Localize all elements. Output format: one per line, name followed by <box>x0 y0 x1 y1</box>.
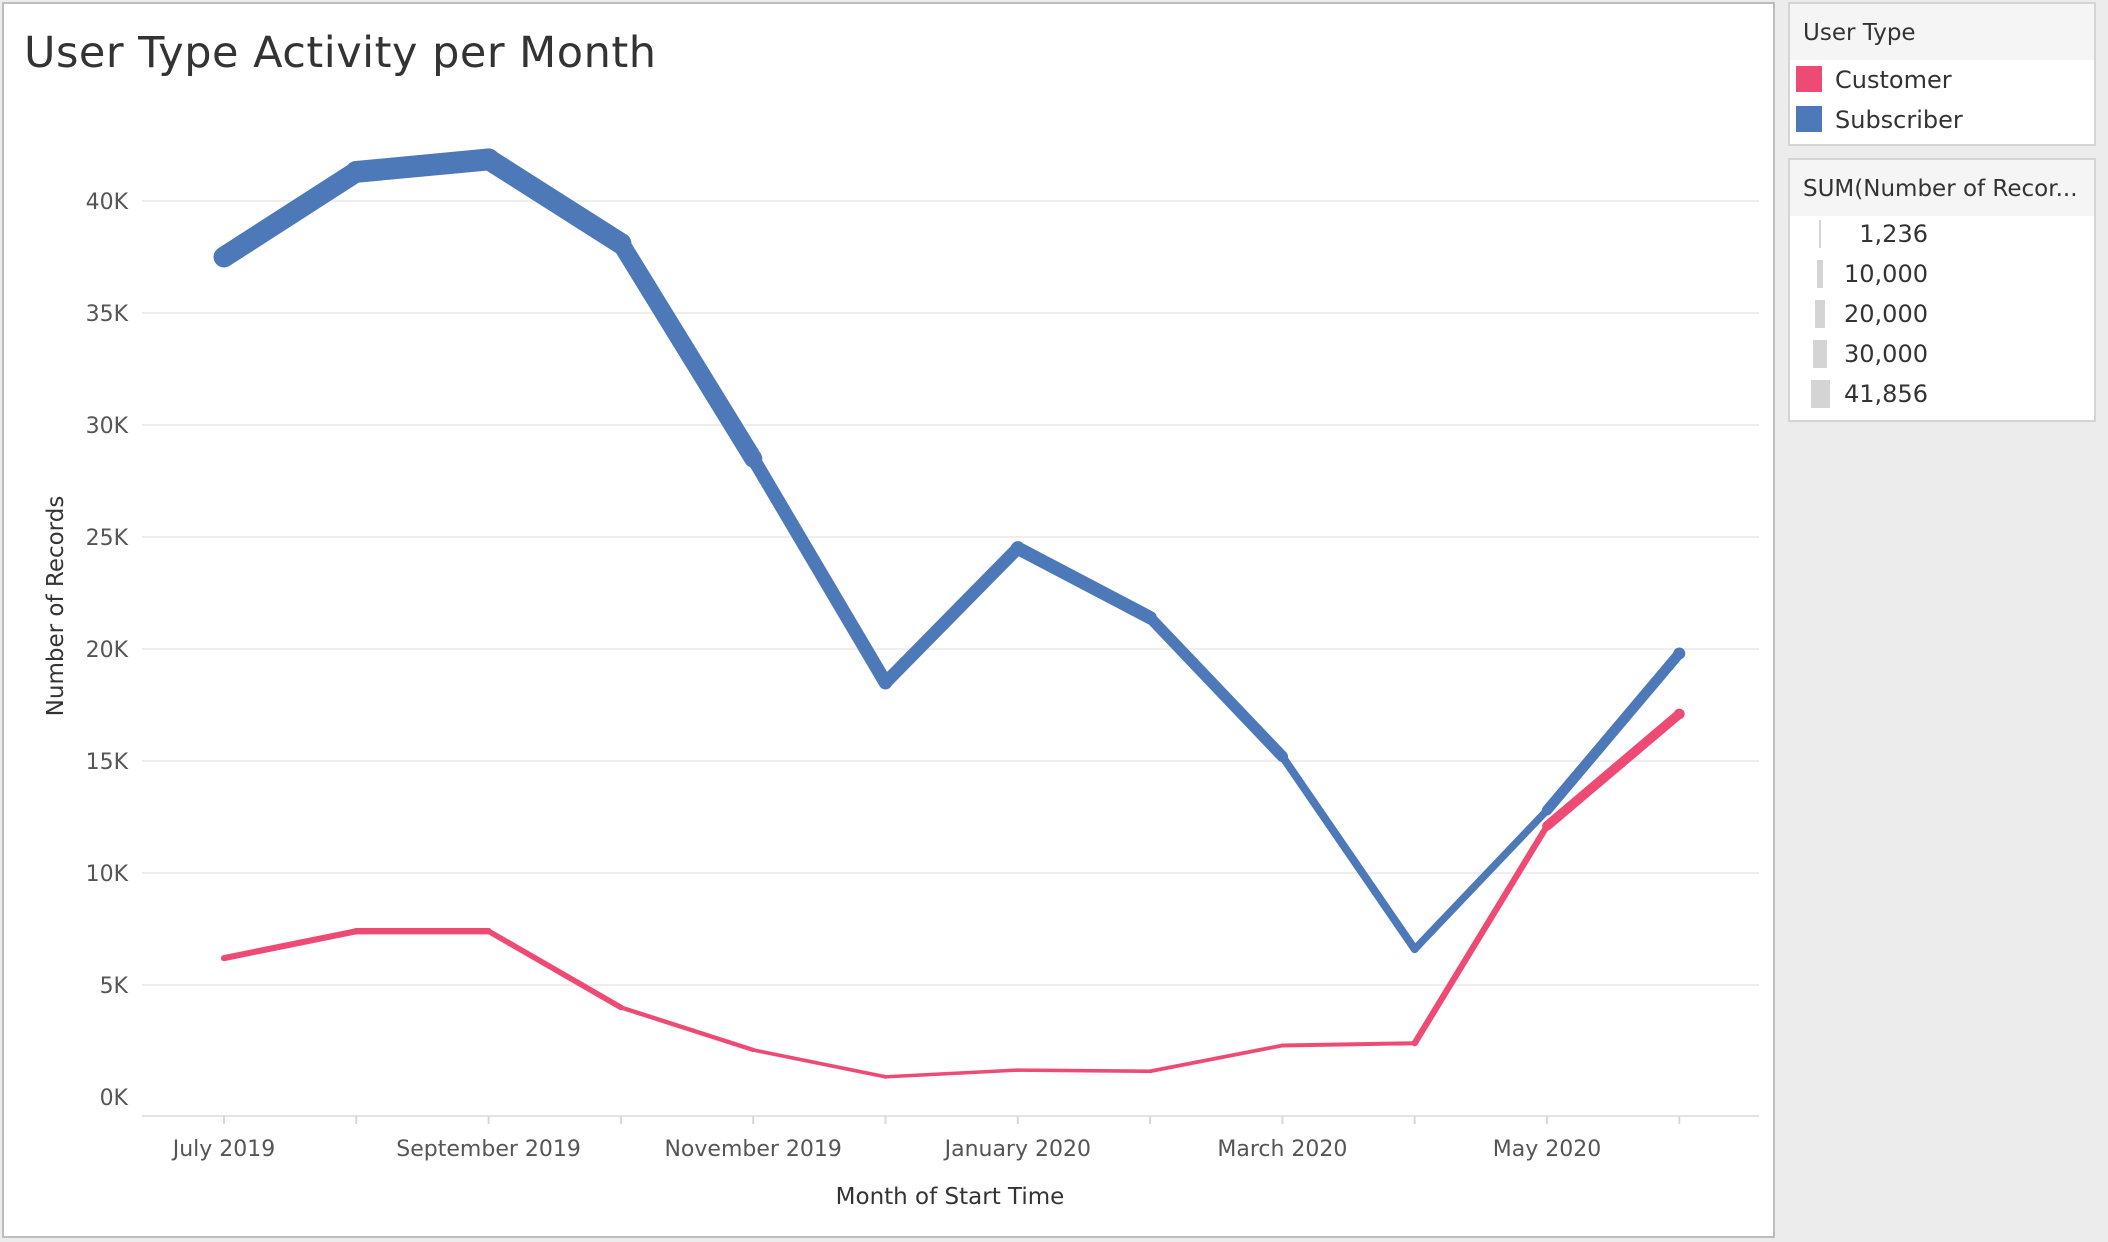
data-point[interactable] <box>1016 1068 1020 1072</box>
data-point[interactable] <box>1010 541 1025 556</box>
data-point[interactable] <box>485 928 492 935</box>
data-point[interactable] <box>1412 1041 1417 1046</box>
y-tick-label: 40K <box>86 190 129 215</box>
data-point[interactable] <box>883 1075 888 1079</box>
x-tick-label: January 2020 <box>943 1137 1091 1162</box>
data-point[interactable] <box>1277 751 1288 762</box>
legend-item-customer[interactable]: Customer <box>1790 60 2094 100</box>
y-tick-label: 20K <box>86 638 129 663</box>
data-point[interactable] <box>221 955 227 962</box>
line-segment <box>611 234 763 468</box>
data-point[interactable] <box>345 161 368 183</box>
data-point[interactable] <box>745 450 762 467</box>
y-tick-label: 0K <box>100 1086 129 1111</box>
y-tick-label: 10K <box>86 862 129 887</box>
line-segment <box>345 148 500 183</box>
line-segment <box>1016 1068 1152 1074</box>
size-bar <box>1810 380 1830 408</box>
size-value: 30,000 <box>1844 340 1928 368</box>
size-bar <box>1819 220 1821 248</box>
y-tick-label: 15K <box>86 750 129 775</box>
x-tick-label: September 2019 <box>396 1137 581 1162</box>
line-chart: 0K 5K 10K 15K 20K 25K 30K 35K 40K July 2019 Septem… <box>43 148 1759 1210</box>
size-legend-item[interactable]: 20,000 <box>1790 296 2094 336</box>
line-segment <box>485 928 624 1011</box>
line-segment <box>213 161 367 268</box>
size-legend: SUM(Number of Recor... 1,236 10,000 20,0… <box>1788 158 2096 422</box>
data-point[interactable] <box>353 928 360 935</box>
size-legend-item[interactable]: 10,000 <box>1790 256 2094 296</box>
line-segment <box>1411 822 1551 1047</box>
size-bar <box>1815 300 1825 328</box>
size-legend-item[interactable]: 41,856 <box>1790 376 2094 416</box>
data-point[interactable] <box>1143 611 1157 624</box>
legend-item-subscriber[interactable]: Subscriber <box>1790 100 2094 140</box>
legend-label-subscriber: Subscriber <box>1835 106 1963 134</box>
series-customer <box>220 708 1685 1079</box>
line-segment <box>879 541 1025 689</box>
data-point[interactable] <box>1280 1043 1285 1048</box>
color-legend: User Type Customer Subscriber <box>1788 2 2096 146</box>
line-segment <box>1148 1043 1285 1074</box>
line-segment <box>1542 709 1685 831</box>
y-tick-label: 35K <box>86 302 129 327</box>
data-point[interactable] <box>1542 805 1552 815</box>
legend-label-customer: Customer <box>1835 66 1952 94</box>
data-point[interactable] <box>1411 946 1418 953</box>
line-segment <box>751 1048 888 1079</box>
chart-panel: User Type Activity per Month 0K 5K 10K 15K 2… <box>2 2 1775 1238</box>
y-tick-label: 30K <box>86 414 129 439</box>
line-segment <box>1011 541 1157 625</box>
size-legend-title: SUM(Number of Recor... <box>1790 160 2094 216</box>
size-legend-item[interactable]: 1,236 <box>1790 216 2094 256</box>
data-point[interactable] <box>751 1047 756 1052</box>
size-legend-item[interactable]: 30,000 <box>1790 336 2094 376</box>
line-segment <box>746 451 893 690</box>
size-bar <box>1813 340 1827 368</box>
data-point[interactable] <box>1148 1069 1152 1074</box>
x-tick-label: May 2020 <box>1493 1137 1601 1162</box>
data-point[interactable] <box>1673 647 1686 660</box>
data-point[interactable] <box>618 1004 624 1010</box>
data-point[interactable] <box>1542 821 1552 831</box>
line-segment <box>1280 1041 1417 1048</box>
color-legend-title: User Type <box>1790 4 2094 60</box>
size-value: 10,000 <box>1844 260 1928 288</box>
line-segment <box>883 1068 1020 1079</box>
y-axis-title: Number of Records <box>43 496 69 717</box>
line-segment <box>1410 806 1551 953</box>
x-tick-label: November 2019 <box>664 1137 841 1162</box>
y-tick-label: 5K <box>100 974 129 999</box>
series-subscriber <box>213 148 1686 954</box>
data-point[interactable] <box>213 246 235 268</box>
line-segment <box>618 1005 756 1053</box>
x-tick-label: July 2019 <box>171 1137 276 1162</box>
customer-swatch <box>1796 66 1822 92</box>
data-point[interactable] <box>610 233 632 254</box>
line-segment <box>478 148 632 255</box>
chart-title: User Type Activity per Month <box>24 28 657 78</box>
size-value: 20,000 <box>1844 300 1928 328</box>
line-segment <box>220 928 360 962</box>
data-point[interactable] <box>1673 708 1685 720</box>
data-point[interactable] <box>879 676 892 689</box>
x-tick-label: March 2020 <box>1217 1137 1347 1162</box>
size-value: 41,856 <box>1844 380 1928 408</box>
line-segment <box>1144 611 1289 763</box>
x-axis-title: Month of Start Time <box>836 1184 1065 1210</box>
data-point[interactable] <box>477 148 500 171</box>
subscriber-swatch <box>1796 106 1822 132</box>
size-value: 1,236 <box>1859 220 1928 248</box>
line-segment <box>1541 648 1685 816</box>
y-tick-label: 25K <box>86 526 129 551</box>
line-segment <box>1278 752 1419 954</box>
size-bar <box>1817 260 1823 288</box>
